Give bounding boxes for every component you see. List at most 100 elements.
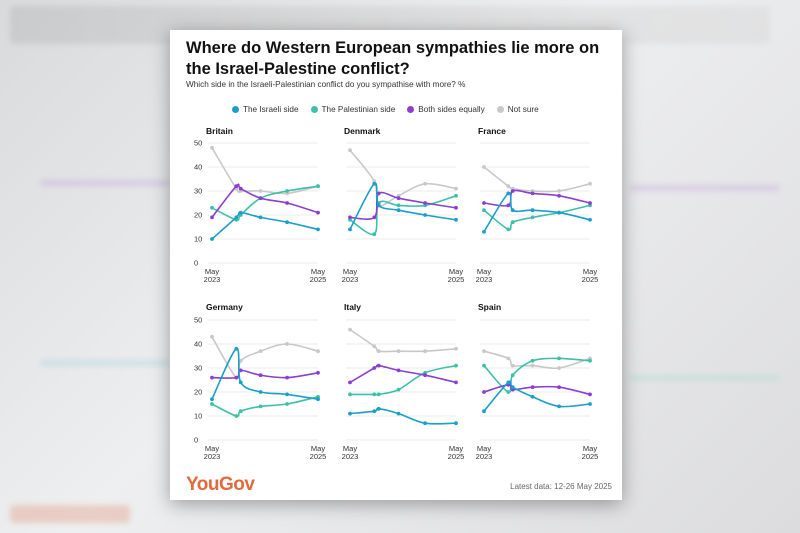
data-point bbox=[588, 358, 592, 363]
data-point bbox=[423, 373, 427, 378]
data-point bbox=[234, 215, 239, 220]
chart-card: Where do Western European sympathies lie… bbox=[170, 30, 622, 500]
legend-item-both: Both sides equally bbox=[407, 105, 485, 114]
data-point bbox=[557, 189, 561, 193]
data-point bbox=[285, 189, 289, 193]
data-point bbox=[530, 215, 535, 220]
data-point bbox=[510, 208, 515, 213]
data-point bbox=[557, 356, 561, 361]
data-point bbox=[258, 373, 263, 378]
data-point bbox=[396, 368, 401, 373]
data-point bbox=[348, 327, 352, 332]
data-point bbox=[210, 375, 214, 380]
data-point bbox=[454, 193, 458, 198]
x-tick-label: 2025 bbox=[448, 452, 465, 461]
data-point bbox=[396, 203, 401, 208]
data-point bbox=[530, 363, 535, 368]
panel-title: Germany bbox=[206, 302, 243, 312]
x-tick-label: May bbox=[583, 444, 597, 453]
data-point bbox=[588, 217, 592, 222]
data-point bbox=[454, 346, 458, 351]
data-point bbox=[530, 208, 535, 213]
series-line bbox=[483, 166, 591, 193]
data-point bbox=[348, 380, 352, 385]
data-point bbox=[454, 186, 458, 191]
legend-swatch bbox=[232, 106, 239, 113]
data-point bbox=[238, 368, 243, 373]
data-point bbox=[316, 349, 320, 354]
legend: The Israeli side The Palestinian side Bo… bbox=[232, 105, 539, 114]
series-line bbox=[211, 211, 319, 240]
data-point bbox=[238, 409, 243, 414]
data-point bbox=[510, 363, 515, 368]
data-point bbox=[482, 363, 486, 368]
data-point bbox=[210, 334, 214, 339]
data-point bbox=[210, 237, 214, 241]
data-point bbox=[285, 402, 289, 406]
data-point bbox=[210, 145, 214, 150]
legend-label: The Palestinian side bbox=[321, 105, 396, 114]
data-point bbox=[372, 392, 377, 397]
data-point bbox=[454, 421, 458, 426]
panel-title: Britain bbox=[206, 126, 233, 136]
data-point bbox=[376, 203, 381, 208]
legend-label: Both sides equally bbox=[418, 105, 485, 114]
legend-item-israeli: The Israeli side bbox=[232, 105, 299, 114]
background-logo-ghost bbox=[10, 505, 130, 523]
data-point bbox=[423, 349, 427, 354]
panel-title: Italy bbox=[344, 302, 361, 312]
data-point bbox=[506, 184, 511, 189]
data-point bbox=[285, 201, 289, 205]
data-point bbox=[454, 363, 458, 368]
data-point bbox=[238, 210, 243, 215]
data-point bbox=[372, 366, 377, 370]
x-tick-label: 2025 bbox=[310, 452, 327, 461]
x-tick-label: 2025 bbox=[310, 275, 327, 284]
background-line-ghost bbox=[40, 180, 170, 186]
data-point bbox=[506, 227, 511, 232]
data-point bbox=[588, 392, 592, 397]
data-point bbox=[238, 380, 243, 385]
data-point bbox=[396, 349, 401, 354]
data-point bbox=[396, 387, 401, 392]
data-point bbox=[482, 409, 486, 414]
data-point bbox=[510, 385, 515, 390]
y-tick-label: 20 bbox=[194, 388, 202, 397]
data-point bbox=[316, 370, 320, 375]
data-point bbox=[234, 375, 239, 380]
legend-swatch bbox=[496, 106, 504, 113]
data-point bbox=[210, 402, 214, 406]
data-point bbox=[348, 227, 352, 232]
data-point bbox=[482, 201, 486, 205]
data-point bbox=[258, 404, 263, 409]
series-line bbox=[211, 347, 319, 400]
x-tick-label: May bbox=[449, 444, 463, 453]
series-line bbox=[483, 380, 591, 412]
x-tick-label: 2025 bbox=[582, 275, 599, 284]
data-point bbox=[588, 181, 592, 186]
data-point bbox=[506, 356, 511, 361]
legend-swatch bbox=[310, 106, 318, 113]
data-point bbox=[348, 392, 352, 397]
data-point bbox=[238, 186, 243, 191]
data-point bbox=[530, 191, 535, 196]
data-point bbox=[510, 373, 515, 378]
data-point bbox=[557, 193, 561, 198]
y-tick-label: 10 bbox=[194, 235, 202, 244]
series-line bbox=[349, 364, 457, 396]
data-point bbox=[530, 394, 535, 399]
data-point bbox=[454, 205, 458, 210]
panel-title: France bbox=[478, 126, 506, 136]
data-point bbox=[376, 406, 381, 411]
data-point bbox=[316, 210, 320, 215]
series-line bbox=[483, 192, 591, 233]
data-point bbox=[376, 363, 381, 368]
data-point bbox=[423, 213, 427, 217]
data-point bbox=[316, 184, 320, 189]
data-point bbox=[557, 404, 561, 409]
data-point bbox=[423, 201, 427, 205]
data-point bbox=[285, 375, 289, 380]
data-point bbox=[238, 358, 243, 363]
data-point bbox=[376, 191, 381, 196]
data-point bbox=[506, 380, 511, 385]
